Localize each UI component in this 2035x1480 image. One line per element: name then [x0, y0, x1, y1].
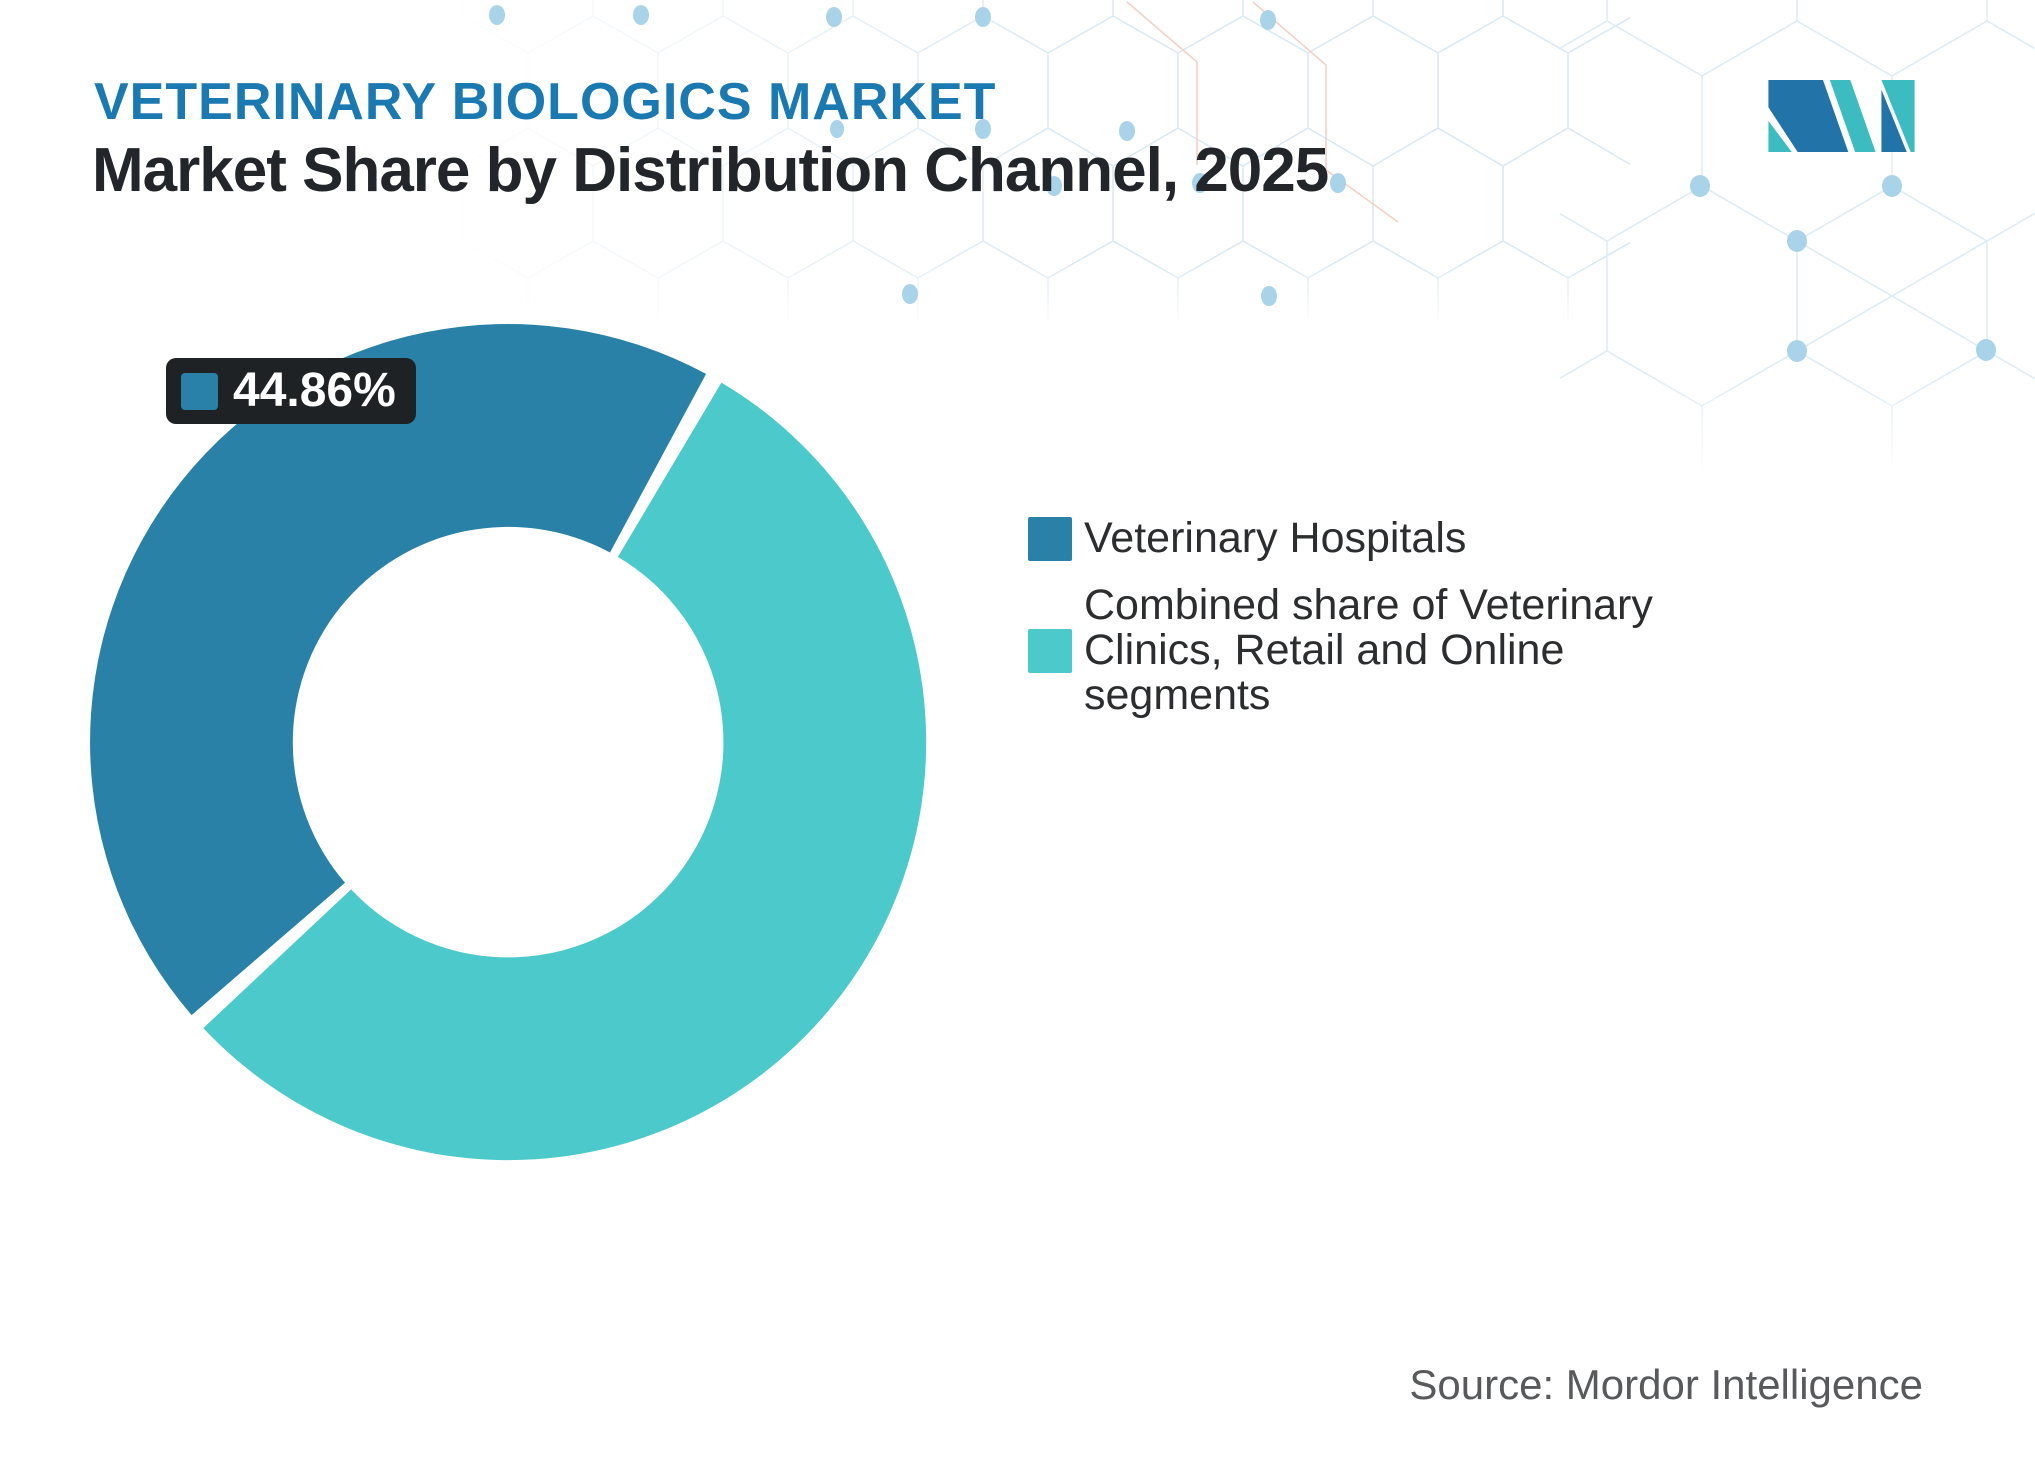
chart-legend: Veterinary Hospitals Combined share of V… [1028, 516, 1668, 718]
legend-label: Combined share of Veterinary Clinics, Re… [1084, 581, 1653, 719]
donut-segment-0 [90, 324, 707, 1016]
donut-chart [90, 324, 927, 1161]
legend-item-veterinary-hospitals: Veterinary Hospitals [1028, 516, 1668, 561]
hex-grid-small [430, 0, 1630, 320]
logo-shape-teal-right [1881, 79, 1915, 153]
chart-title: Market Share by Distribution Channel, 20… [92, 136, 1329, 205]
logo-shape-blue-right [1881, 89, 1907, 153]
legend-swatch-veterinary-hospitals [1028, 516, 1072, 561]
report-title: VETERINARY BIOLOGICS MARKET [94, 73, 997, 131]
donut-segment-1 [203, 382, 927, 1161]
mordor-intelligence-logo [1768, 79, 1915, 153]
molecule-dots [489, 5, 1996, 362]
logo-shape-teal-middle [1829, 79, 1876, 153]
data-label-swatch [181, 372, 218, 410]
data-label-callout: 44.86% [166, 358, 416, 424]
legend-item-combined-share: Combined share of Veterinary Clinics, Re… [1028, 583, 1668, 718]
data-label-value: 44.86% [233, 364, 396, 417]
source-attribution: Source: Mordor Intelligence [1409, 1361, 1923, 1408]
logo-shape-blue-left [1768, 79, 1849, 153]
logo-shape-teal-bottom-left [1768, 120, 1792, 153]
legend-label: Veterinary Hospitals [1084, 514, 1467, 562]
legend-swatch-combined-share [1028, 628, 1072, 673]
